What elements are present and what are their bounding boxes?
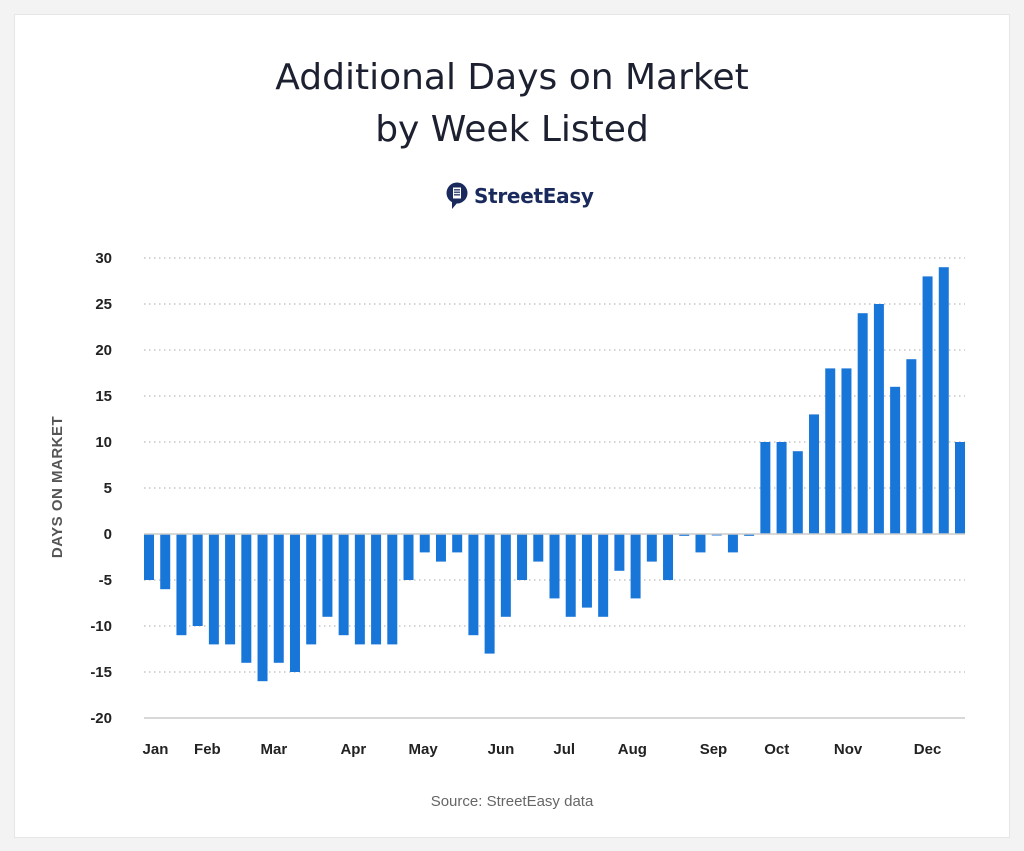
y-tick-label: 30	[95, 250, 112, 267]
x-tick-label: Dec	[914, 741, 942, 758]
bar	[792, 451, 803, 534]
bar	[225, 534, 236, 645]
bar	[533, 534, 544, 562]
bar	[257, 534, 268, 682]
x-tick-label: Sep	[700, 741, 728, 758]
bar	[841, 368, 852, 534]
bar	[614, 534, 625, 571]
y-tick-label: 0	[104, 526, 112, 543]
y-tick-label: 15	[95, 388, 112, 405]
bar	[776, 442, 787, 534]
x-tick-label: May	[409, 741, 439, 758]
bar	[549, 534, 560, 599]
bar	[435, 534, 446, 562]
bar	[273, 534, 284, 663]
source-note: Source: StreetEasy data	[430, 793, 594, 810]
x-tick-label: Mar	[261, 741, 288, 758]
y-tick-label: 20	[95, 342, 112, 359]
x-tick-label: Aug	[618, 741, 647, 758]
bar	[468, 534, 479, 636]
bar	[354, 534, 365, 645]
x-tick-label: Jul	[553, 741, 575, 758]
bar	[192, 534, 203, 626]
bar	[144, 534, 154, 580]
bar	[744, 534, 755, 536]
y-tick-label: -10	[90, 618, 112, 635]
bar	[160, 534, 171, 590]
logo-text: StreetEasy	[474, 184, 594, 208]
bar	[955, 442, 965, 534]
bar	[452, 534, 463, 553]
bar	[727, 534, 738, 553]
y-tick-label: 5	[104, 480, 112, 497]
bar	[695, 534, 706, 553]
y-tick-label: 25	[95, 296, 112, 313]
x-tick-label: Jun	[488, 741, 515, 758]
bar	[176, 534, 187, 636]
bar	[241, 534, 252, 663]
bar	[517, 534, 528, 580]
bar	[419, 534, 430, 553]
bar	[679, 534, 690, 536]
bar	[403, 534, 414, 580]
x-tick-label: Apr	[340, 741, 366, 758]
bar	[809, 414, 820, 534]
bar	[630, 534, 641, 599]
bar	[663, 534, 674, 580]
bar	[890, 386, 901, 534]
y-axis-label: DAYS ON MARKET	[49, 416, 66, 558]
building-pin-icon	[446, 182, 468, 209]
bar	[208, 534, 219, 645]
x-tick-label: Jan	[143, 741, 169, 758]
bar	[500, 534, 511, 617]
chart-title: Additional Days on Market by Week Listed	[0, 52, 1024, 156]
y-tick-label: 10	[95, 434, 112, 451]
x-tick-label: Feb	[194, 741, 221, 758]
bar	[322, 534, 333, 617]
bar	[873, 304, 884, 534]
bar	[646, 534, 657, 562]
bar	[484, 534, 495, 654]
bar	[581, 534, 592, 608]
x-tick-label: Nov	[834, 741, 863, 758]
bar	[938, 267, 949, 534]
bar	[857, 313, 868, 534]
y-tick-label: -5	[99, 572, 112, 589]
bar	[565, 534, 576, 617]
x-tick-label: Oct	[764, 741, 789, 758]
streeteasy-logo: StreetEasy	[446, 182, 594, 210]
bar	[760, 442, 771, 534]
bar	[371, 534, 382, 645]
title-line-1: Additional Days on Market	[275, 57, 749, 98]
bar	[922, 276, 933, 534]
bar	[387, 534, 398, 645]
bar	[825, 368, 836, 534]
bar	[906, 359, 917, 534]
bar	[289, 534, 300, 672]
title-line-2: by Week Listed	[375, 109, 649, 150]
bar	[598, 534, 609, 617]
bar	[338, 534, 349, 636]
y-tick-label: -15	[90, 664, 112, 681]
bar	[306, 534, 317, 645]
y-tick-label: -20	[90, 710, 112, 727]
